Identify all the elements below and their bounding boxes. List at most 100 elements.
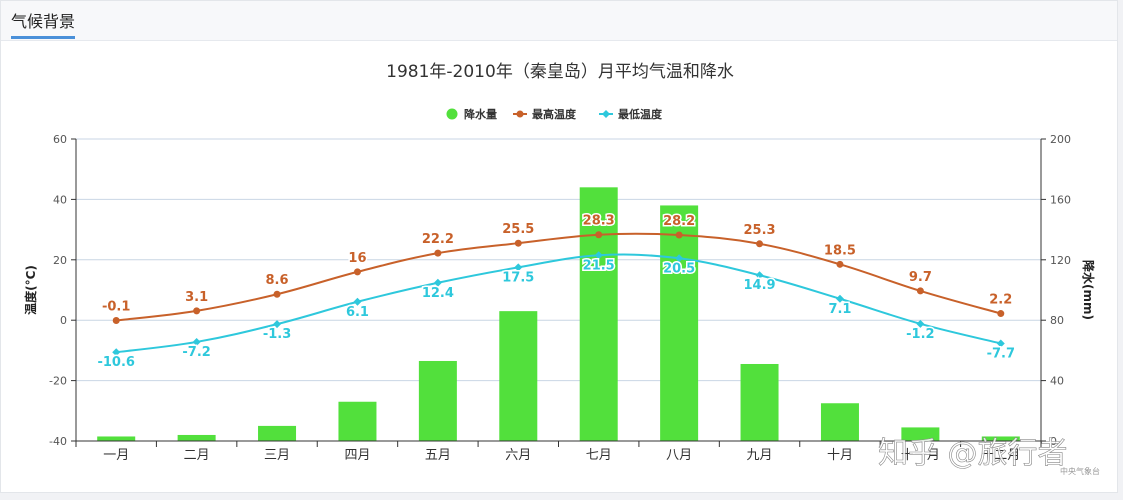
max-temp-point [434,249,442,257]
min-temp-label: -7.2 [182,345,210,360]
grid-lines [76,138,1041,442]
max-temp-point [916,287,924,295]
precipitation-bar [97,436,136,441]
min-temp-point [594,251,603,260]
x-tick-label: 四月 [344,448,370,463]
precipitation-bar [901,427,940,441]
y-right-tick-label: 40 [1050,375,1064,388]
x-tick-label: 二月 [184,448,210,463]
max-temp-label: 16 [348,251,366,266]
legend-max-temp-marker [516,110,524,118]
panel-header: 气候背景 [1,1,1117,41]
precipitation-bar [418,360,457,441]
precipitation-bar [499,311,538,441]
max-temp-label: 18.5 [824,243,856,258]
watermark: 知乎 @旅行者 [878,436,1068,471]
y-left-tick-label: -40 [49,435,67,448]
legend-label: 最低温度 [618,107,663,121]
min-temp-label: -1.3 [263,327,291,342]
min-temp-label: 12.4 [422,286,454,301]
y-left-tick-label: 20 [53,254,67,267]
max-temp-label: 2.2 [989,293,1012,308]
min-temp-point [916,319,925,328]
y-right-tick-label: 120 [1050,254,1071,267]
precipitation-bar [981,436,1020,441]
axes: -40 -20 0 20 40 60 0 40 80 120 160 200 一月 二月 三月 四月 五月 六月 七… [49,133,1071,463]
max-temp-point [112,317,120,325]
min-temp-line [116,253,1002,354]
min-temp-point [353,297,362,306]
min-temp-point [273,320,282,329]
min-temp-label: -7.7 [987,346,1015,361]
max-temp-point [595,231,603,239]
legend: 降水量 最高温度 最低温度 [446,107,663,121]
min-temp-point [192,337,201,346]
min-temp-label: -1.2 [906,327,934,342]
y-right-tick-label: 0 [1050,435,1057,448]
max-temp-point [675,231,683,239]
y-axis-left-title: 温度(°C) [23,265,38,315]
y-right-tick-label: 200 [1050,133,1071,146]
min-temp-point [112,348,121,357]
precipitation-bar [660,205,699,441]
max-temp-label: 9.7 [909,270,932,285]
max-temp-point [997,310,1005,318]
max-temp-label: 8.6 [266,273,289,288]
min-temp-point [675,254,684,263]
y-left-tick-label: 40 [53,193,67,206]
precipitation-bar [338,401,377,441]
chart-title: 1981年-2010年（秦皇岛）月平均气温和降水 [386,62,734,82]
x-tick-label: 八月 [666,448,692,463]
precipitation-bar [820,403,859,441]
min-temp-label: -10.6 [97,355,134,370]
max-temp-point [353,268,361,276]
min-temp-point [433,278,442,287]
min-temp-label: 20.5 [663,261,695,276]
x-tick-label: 七月 [586,448,612,463]
min-temp-label: 14.9 [744,278,776,293]
x-tick-label: 五月 [425,448,451,463]
precipitation-bar [177,434,216,441]
max-temp-label: 28.2 [663,214,695,229]
max-temp-label: 28.3 [583,214,615,229]
max-temp-label: 22.2 [422,232,454,247]
precipitation-bar [740,363,779,441]
min-temp-point [755,271,764,280]
max-temp-line [116,232,1002,322]
max-temp-label: 25.3 [744,223,776,238]
tab-climate-background[interactable]: 气候背景 [11,9,76,39]
y-left-tick-label: 0 [60,314,67,327]
x-tick-label: 十二月 [981,448,1020,463]
x-tick-label: 一月 [103,448,129,463]
min-temp-label: 7.1 [828,302,851,317]
precipitation-bar [258,425,297,441]
legend-label: 降水量 [464,107,497,121]
watermark-credit: 中央气象台 [1060,466,1100,476]
y-left-tick-label: -20 [49,375,67,388]
precipitation-bars [97,187,1020,441]
x-tick-label: 三月 [264,448,290,463]
legend-precipitation-swatch [446,108,458,120]
x-tick-label: 六月 [505,448,531,463]
precipitation-bar [579,187,618,441]
temperature-lines [112,231,1005,357]
min-temp-point [996,339,1005,348]
legend-min-temp-marker [602,110,610,118]
min-temp-label: 6.1 [346,305,369,320]
y-right-tick-label: 80 [1050,314,1064,327]
max-temp-point [273,290,281,298]
data-labels: -0.1 3.1 8.6 16 22.2 25.5 28.3 28.2 25.3 18.5 9.7 2… [96,212,1017,371]
max-temp-point [193,307,201,315]
max-temp-label: 3.1 [185,290,208,305]
min-temp-label: 17.5 [502,270,534,285]
max-temp-label: -0.1 [102,300,130,315]
min-temp-label: 21.5 [583,258,615,273]
x-tick-label: 十一月 [901,448,940,463]
min-temp-point [835,294,844,303]
max-temp-label: 25.5 [502,222,534,237]
legend-label: 最高温度 [532,107,577,121]
min-temp-point [514,263,523,272]
y-axis-right-title: 降水(mm) [1081,260,1096,320]
